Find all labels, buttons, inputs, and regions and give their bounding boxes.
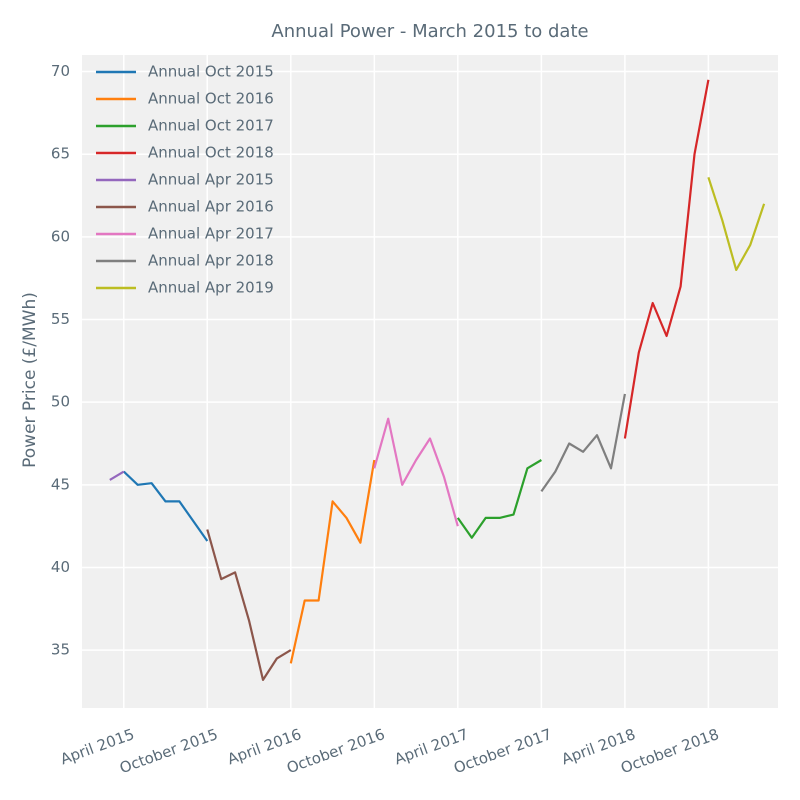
y-tick-label: 60: [51, 227, 70, 245]
legend-label: Annual Oct 2015: [148, 63, 274, 81]
legend-label: Annual Apr 2016: [148, 198, 274, 216]
line: [623, 79, 710, 439]
legend-label: Annual Oct 2018: [148, 144, 274, 162]
y-tick-label: 70: [51, 62, 70, 80]
line: [456, 459, 542, 539]
y-axis-label: Power Price (£/MWh): [20, 292, 40, 468]
line: [540, 393, 626, 493]
plot-area: [82, 55, 778, 708]
line: [707, 176, 766, 271]
legend: Annual Oct 2015 Annual Oct 2016 Annual Oct…: [96, 63, 274, 297]
y-tick-label: 35: [51, 641, 70, 659]
y-tick-label: 55: [51, 310, 70, 328]
legend-label: Annual Apr 2017: [148, 225, 274, 243]
line: [109, 470, 125, 481]
y-tick-label: 40: [51, 558, 70, 576]
legend-label: Annual Apr 2019: [148, 279, 274, 297]
line: [123, 470, 209, 542]
y-tick-label: 65: [51, 145, 70, 163]
legend-label: Annual Oct 2016: [148, 90, 274, 108]
legend-label: Annual Oct 2017: [148, 117, 274, 135]
line: [289, 459, 376, 664]
y-tick-label: 45: [51, 475, 70, 493]
y-tick-label: 50: [51, 393, 70, 411]
legend-label: Annual Apr 2018: [148, 252, 274, 270]
legend-label: Annual Apr 2015: [148, 171, 274, 189]
line: [373, 417, 459, 527]
line: [206, 529, 292, 681]
chart-title: Annual Power - March 2015 to date: [271, 21, 588, 42]
